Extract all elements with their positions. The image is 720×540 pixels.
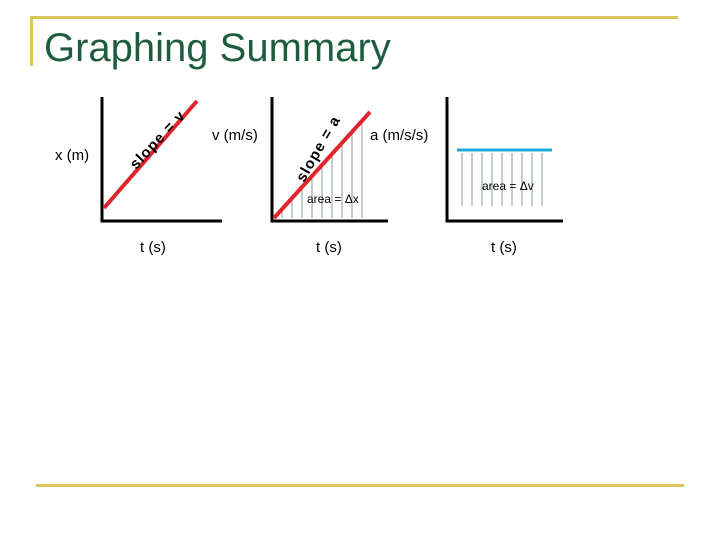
slide-title: Graphing Summary [44, 26, 391, 70]
velocity-axes [270, 97, 388, 223]
position-slope-label: slope = v [126, 107, 189, 172]
top-rule-tick [30, 16, 33, 66]
velocity-x-label: t (s) [316, 239, 342, 256]
acceleration-x-label: t (s) [491, 239, 517, 256]
velocity-y-label: v (m/s) [212, 127, 258, 144]
acceleration-area-hatch [461, 153, 543, 206]
acceleration-y-label: a (m/s/s) [370, 127, 428, 144]
velocity-line [272, 110, 372, 220]
acceleration-area-label: area = Δv [482, 179, 534, 193]
position-graph: x (m) t (s) slope = v [55, 97, 222, 256]
acceleration-graph: a (m/s/s) t (s) area = Δv [370, 97, 563, 256]
top-rule [30, 16, 678, 19]
bottom-rule [36, 484, 684, 487]
position-x-label: t (s) [140, 239, 166, 256]
velocity-area-label: area = Δx [307, 192, 359, 206]
position-axes [100, 97, 222, 223]
acceleration-axes [445, 97, 563, 223]
velocity-graph: v (m/s) t (s) slope = a area = Δx [212, 97, 388, 256]
position-line [102, 99, 199, 210]
position-y-label: x (m) [55, 147, 89, 164]
